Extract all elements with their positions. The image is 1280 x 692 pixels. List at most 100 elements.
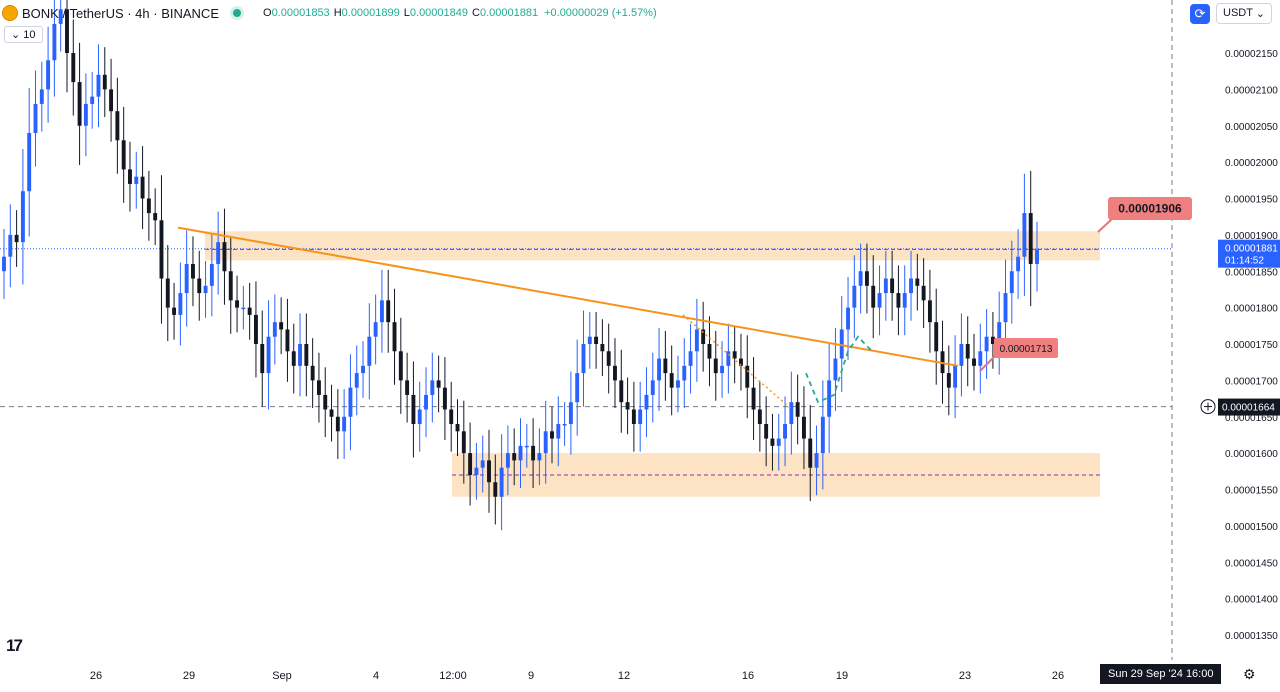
candle[interactable] xyxy=(1028,170,1033,307)
candle[interactable] xyxy=(581,310,586,407)
candle[interactable] xyxy=(833,327,838,411)
candle[interactable] xyxy=(405,352,410,423)
candle[interactable] xyxy=(46,26,51,123)
candle[interactable] xyxy=(228,237,233,334)
candle[interactable] xyxy=(701,301,706,372)
candle[interactable] xyxy=(839,295,844,393)
candle[interactable] xyxy=(732,326,737,384)
candle[interactable] xyxy=(543,400,548,484)
candle[interactable] xyxy=(417,381,422,452)
sync-icon[interactable]: ⟳ xyxy=(1190,3,1210,24)
candle[interactable] xyxy=(688,323,693,394)
candle[interactable] xyxy=(927,269,932,353)
candle[interactable] xyxy=(184,230,189,327)
candle[interactable] xyxy=(165,245,170,342)
candle[interactable] xyxy=(505,425,510,496)
breakout-label-box[interactable] xyxy=(994,338,1058,358)
gear-icon[interactable]: ⚙ xyxy=(1243,666,1256,682)
candle[interactable] xyxy=(550,406,554,464)
candle[interactable] xyxy=(58,0,63,52)
candle[interactable] xyxy=(726,323,731,394)
tradingview-logo[interactable]: 17 xyxy=(6,636,23,655)
candle[interactable] xyxy=(39,61,44,132)
candle[interactable] xyxy=(436,355,441,413)
candle[interactable] xyxy=(2,229,6,299)
candle[interactable] xyxy=(783,396,788,467)
target-label-box[interactable] xyxy=(1108,197,1192,220)
candle[interactable] xyxy=(241,285,246,330)
candle[interactable] xyxy=(8,204,13,288)
candle[interactable] xyxy=(814,425,819,496)
candle[interactable] xyxy=(430,352,435,423)
candle[interactable] xyxy=(398,317,403,414)
candle[interactable] xyxy=(644,367,649,438)
candle[interactable] xyxy=(934,288,939,385)
candle[interactable] xyxy=(972,333,976,391)
candle[interactable] xyxy=(795,374,800,445)
resistance-zone[interactable] xyxy=(205,231,1100,261)
candle[interactable] xyxy=(379,269,384,353)
candle[interactable] xyxy=(71,19,76,116)
currency-select[interactable]: USDT ⌄ xyxy=(1216,3,1272,24)
candle[interactable] xyxy=(606,323,611,394)
candle[interactable] xyxy=(348,354,353,451)
candle[interactable] xyxy=(449,381,454,452)
candle[interactable] xyxy=(946,345,951,416)
candle[interactable] xyxy=(247,282,252,340)
candle[interactable] xyxy=(720,341,725,398)
candle[interactable] xyxy=(619,349,624,433)
candle[interactable] xyxy=(789,371,794,455)
candle[interactable] xyxy=(587,311,592,369)
candle[interactable] xyxy=(304,313,309,397)
candle[interactable] xyxy=(537,428,542,486)
candle[interactable] xyxy=(575,339,580,436)
candle[interactable] xyxy=(858,243,863,314)
candle[interactable] xyxy=(631,381,636,452)
candle[interactable] xyxy=(172,282,177,340)
candle[interactable] xyxy=(386,269,391,353)
candle[interactable] xyxy=(235,275,240,333)
candle[interactable] xyxy=(531,418,536,489)
candle[interactable] xyxy=(864,243,869,314)
candle[interactable] xyxy=(316,352,321,423)
candle[interactable] xyxy=(707,316,712,387)
candle[interactable] xyxy=(146,170,151,241)
candle[interactable] xyxy=(965,316,970,387)
candle[interactable] xyxy=(153,188,158,246)
candle[interactable] xyxy=(20,149,25,285)
candle[interactable] xyxy=(27,87,32,237)
candle[interactable] xyxy=(455,399,460,457)
candle[interactable] xyxy=(140,146,145,230)
candle[interactable] xyxy=(115,77,120,174)
correction-dotted-line[interactable] xyxy=(682,314,793,411)
candle[interactable] xyxy=(128,141,132,212)
candle[interactable] xyxy=(852,255,857,339)
candle[interactable] xyxy=(65,0,69,93)
candle[interactable] xyxy=(1009,240,1014,324)
candle[interactable] xyxy=(562,402,567,446)
candle[interactable] xyxy=(524,424,529,468)
candle[interactable] xyxy=(77,42,82,166)
candle[interactable] xyxy=(883,250,888,321)
candle[interactable] xyxy=(33,70,38,167)
candle[interactable] xyxy=(613,338,617,409)
candle[interactable] xyxy=(279,297,284,355)
candle[interactable] xyxy=(978,323,983,394)
candle[interactable] xyxy=(216,211,221,295)
candle[interactable] xyxy=(14,210,19,267)
candle[interactable] xyxy=(354,345,359,416)
candle[interactable] xyxy=(776,413,781,471)
candle[interactable] xyxy=(291,323,296,394)
candle[interactable] xyxy=(745,335,750,419)
candle[interactable] xyxy=(1016,229,1021,299)
candle[interactable] xyxy=(902,265,907,336)
candle[interactable] xyxy=(411,361,416,458)
candle[interactable] xyxy=(518,418,523,489)
candle[interactable] xyxy=(222,208,227,305)
candle[interactable] xyxy=(682,338,687,409)
candle[interactable] xyxy=(424,367,428,438)
candle[interactable] xyxy=(121,106,126,203)
candle[interactable] xyxy=(877,265,882,336)
candle[interactable] xyxy=(871,255,876,339)
candle[interactable] xyxy=(285,298,290,382)
